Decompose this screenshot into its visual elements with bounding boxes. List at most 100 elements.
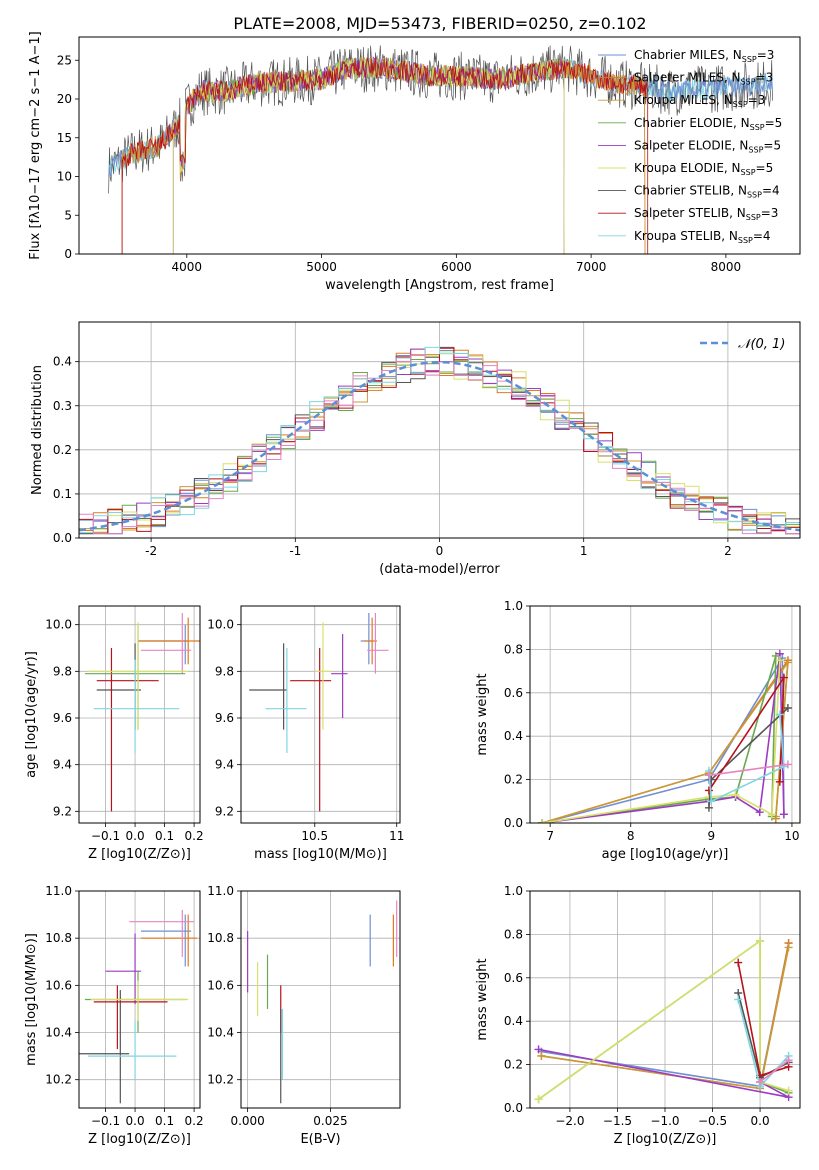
age-weight-marker xyxy=(775,656,784,665)
spectrum-plot xyxy=(108,45,773,254)
z-age-plot xyxy=(84,613,200,812)
spectrum-xtick-label: 8000 xyxy=(711,260,742,274)
z-weight-ytick-label: 0.0 xyxy=(504,1101,523,1115)
z-weight-ytick-label: 0.6 xyxy=(504,971,523,985)
age-weight-line xyxy=(708,714,785,803)
z-mass-xtick-label: −0.1 xyxy=(91,1114,120,1128)
z-weight-xtick-label: 0.0 xyxy=(751,1114,770,1128)
age-weight-line xyxy=(541,653,785,823)
age-weight-marker xyxy=(704,771,713,780)
z-mass-plot xyxy=(79,909,198,1104)
z-weight-marker xyxy=(756,1077,765,1086)
residuals-ytick-label: 0.3 xyxy=(53,399,72,413)
z-mass-frame xyxy=(78,890,201,1109)
z-age-ytick-label: 9.4 xyxy=(53,758,72,772)
mass-age-frame xyxy=(240,605,401,824)
residuals-axes: -2 -1 0 1 2 0.0 0.1 0.2 0.3 0.4 (data-model)/error… xyxy=(30,321,801,577)
spectrum-legend-label: Kroupa STELIB, NSSP=4 xyxy=(634,229,771,245)
z-weight-xtick-label: −1.5 xyxy=(603,1114,632,1128)
age-weight-ytick-label: 0.2 xyxy=(504,773,523,787)
age-weight-line xyxy=(541,660,781,823)
residual-hist xyxy=(79,346,800,534)
spectrum-ylabel: Flux [fλ10−17 erg cm−2 s−1 A−1] xyxy=(28,31,43,259)
z-weight-frame xyxy=(529,890,801,1109)
z-weight-ytick-label: 0.8 xyxy=(504,927,523,941)
age-weight-ytick-label: 0.6 xyxy=(504,686,523,700)
z-weight-ytick-label: 0.2 xyxy=(504,1058,523,1072)
mass-age-xtick-label: 10.5 xyxy=(301,829,328,843)
spectrum-ytick-label: 5 xyxy=(64,208,72,222)
z-weight-ytick-label: 1.0 xyxy=(504,884,523,898)
mass-age-ytick-label: 9.8 xyxy=(215,664,234,678)
residuals-xlabel: (data-model)/error xyxy=(379,562,500,577)
age-weight-marker xyxy=(775,710,784,719)
residuals-ylabel: Normed distribution xyxy=(30,365,45,495)
z-mass-ytick-label: 10.8 xyxy=(45,931,72,945)
residuals-xtick-label: 2 xyxy=(724,544,732,558)
z-age-xtick-label: −0.1 xyxy=(91,829,120,843)
residuals-xtick-label: 0 xyxy=(436,544,444,558)
z-weight-marker xyxy=(734,958,743,967)
z-weight-marker xyxy=(784,1086,793,1095)
z-mass-ytick-label: 10.2 xyxy=(45,1073,72,1087)
z-mass-xtick-label: 0.1 xyxy=(155,1114,174,1128)
mass-age-ytick-label: 9.2 xyxy=(215,804,234,818)
z-weight-xlabel: Z [log10(Z/Z⊙)] xyxy=(614,1132,717,1147)
ebv-mass-ytick-label: 10.8 xyxy=(207,931,234,945)
spectrum-xtick-label: 5000 xyxy=(306,260,337,274)
z-age-axes: −0.1 0.0 0.1 0.2 9.2 9.4 9.6 9.8 10.0 Z [log10(Z/… xyxy=(24,605,204,862)
z-age-ytick-label: 9.2 xyxy=(53,804,72,818)
z-mass-ylabel: mass [log10(M/M⊙)] xyxy=(24,933,39,1066)
spectrum-ytick-label: 15 xyxy=(57,131,72,145)
z-mass-xtick-label: 0.2 xyxy=(185,1114,204,1128)
z-mass-axes: −0.1 0.0 0.1 0.2 10.2 10.4 10.6 10.8 11.0 Z [log1… xyxy=(24,884,204,1147)
z-age-xtick-label: 0.1 xyxy=(155,829,174,843)
age-weight-marker xyxy=(775,777,784,786)
z-weight-marker xyxy=(537,1051,546,1060)
spectrum-legend-label: Salpeter ELODIE, NSSP=5 xyxy=(634,138,781,154)
age-weight-xtick-label: 9 xyxy=(708,829,716,843)
z-age-xlabel: Z [log10(Z/Z⊙)] xyxy=(88,847,191,862)
z-weight-line xyxy=(538,939,789,1100)
z-weight-marker xyxy=(756,936,765,945)
ebv-mass-ytick-label: 10.4 xyxy=(207,1026,234,1040)
ebv-mass-ytick-label: 10.6 xyxy=(207,978,234,992)
spectrum-legend-label: Kroupa MILES, NSSP=3 xyxy=(634,93,765,109)
residuals-xtick-label: 1 xyxy=(580,544,588,558)
residual-legend-label: 𝒩(0, 1) xyxy=(738,337,785,352)
age-weight-marker xyxy=(704,786,713,795)
age-weight-marker xyxy=(783,658,792,667)
mass-age-xlabel: mass [log10(M/M⊙)] xyxy=(254,847,387,862)
age-weight-ytick-label: 0.0 xyxy=(504,816,523,830)
spectrum-legend-label: Salpeter STELIB, NSSP=3 xyxy=(634,206,778,222)
z-weight-plot xyxy=(534,936,793,1104)
residuals-xtick-label: -1 xyxy=(289,544,301,558)
mass-age-axes: 10.5 11 9.2 9.4 9.6 9.8 10.0 mass [log10(M/M⊙)] xyxy=(207,605,404,862)
age-weight-axes: 7 8 9 10 0.0 0.2 0.4 0.6 0.8 1.0 age [log10(age/yr… xyxy=(475,599,801,862)
mass-age-ytick-label: 9.6 xyxy=(215,711,234,725)
z-age-xtick-label: 0.2 xyxy=(185,829,204,843)
ebv-mass-xtick-label: 0.000 xyxy=(230,1114,264,1128)
spectrum-legend-label: Chabrier ELODIE, NSSP=5 xyxy=(634,116,782,132)
ebv-mass-ytick-label: 11.0 xyxy=(207,884,234,898)
age-weight-line xyxy=(541,655,785,823)
age-weight-plot xyxy=(538,649,792,823)
spectrum-legend-label: Chabrier STELIB, NSSP=4 xyxy=(634,184,780,200)
spectrum-xtick-label: 4000 xyxy=(172,260,203,274)
figure-title: PLATE=2008, MJD=53473, FIBERID=0250, z=0… xyxy=(233,14,646,33)
age-weight-marker xyxy=(731,790,740,799)
age-weight-ytick-label: 1.0 xyxy=(504,599,523,613)
spectrum-ytick-label: 10 xyxy=(57,170,72,184)
ebv-mass-ytick-label: 10.2 xyxy=(207,1073,234,1087)
age-weight-marker xyxy=(771,651,780,660)
z-weight-marker xyxy=(534,1045,543,1054)
age-weight-marker xyxy=(783,703,792,712)
age-weight-marker xyxy=(707,797,716,806)
z-weight-ytick-label: 0.4 xyxy=(504,1014,523,1028)
spectrum-legend-label: Kroupa ELODIE, NSSP=5 xyxy=(634,161,773,177)
z-weight-line xyxy=(759,1059,790,1083)
mass-age-plot xyxy=(249,613,389,812)
z-weight-axes: −2.0 −1.5 −1.0 −0.5 0.0 0.0 0.2 0.4 0.6 0.8 1.0 Z [… xyxy=(475,884,801,1147)
mass-age-xtick-label: 11 xyxy=(389,829,404,843)
